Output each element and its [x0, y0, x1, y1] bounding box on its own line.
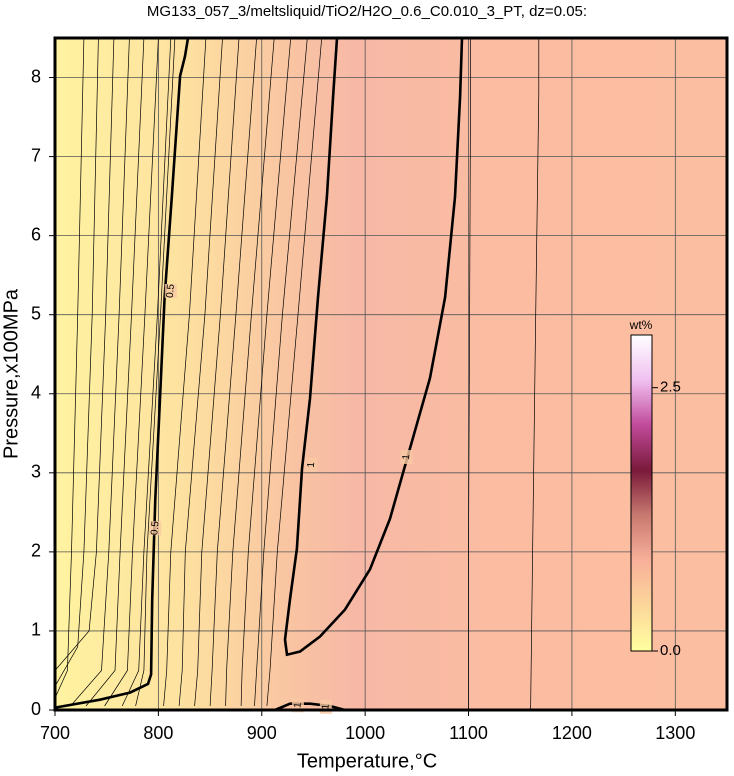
contour-label-bg — [164, 283, 177, 298]
contour-major — [274, 702, 346, 712]
contour-minor — [209, 37, 257, 707]
plot-frame — [53, 36, 729, 712]
contour-label: 1 — [401, 453, 412, 460]
contour-minor — [54, 37, 85, 699]
chart-title: MG133_057_3/meltsliquid/TiO2/H2O_0.6_C0.… — [147, 3, 587, 20]
colorbar — [630, 334, 653, 652]
contour-minor — [194, 37, 240, 707]
contour-label-bg — [149, 521, 162, 536]
y-tick-label: 1 — [31, 620, 41, 640]
contour-minor — [530, 38, 540, 711]
contour-minor — [254, 37, 308, 707]
contour-minor — [70, 37, 130, 707]
x-tick-label: 800 — [143, 723, 173, 743]
colorbar-tick-label: 0.0 — [660, 642, 681, 659]
contour-major — [283, 37, 464, 657]
y-tick-label: 6 — [31, 224, 41, 244]
x-tick-label: 1200 — [552, 723, 592, 743]
contour-minor — [468, 38, 471, 710]
contour-label: 0.5 — [165, 283, 177, 298]
x-axis-label: Temperature,°C — [297, 750, 437, 772]
contour-label: 1 — [320, 703, 331, 710]
y-tick-label: 2 — [31, 541, 41, 561]
contour-label: 1 — [292, 702, 303, 709]
contour-label: 0.5 — [149, 520, 161, 535]
contour-minor — [225, 37, 275, 707]
contour-label-bg — [305, 457, 318, 472]
colorbar-tick-label: 2.5 — [660, 379, 681, 396]
x-tick-label: 900 — [247, 723, 277, 743]
y-tick-label: 8 — [31, 66, 41, 86]
x-tick-label: 1300 — [655, 723, 695, 743]
contour-minor — [85, 37, 145, 707]
contour-label-bg — [400, 450, 413, 465]
y-tick-label: 4 — [31, 383, 41, 403]
colorbar-label: wt% — [629, 318, 653, 332]
contour-minor — [240, 37, 292, 707]
plot-background — [55, 38, 727, 710]
x-tick-label: 700 — [40, 723, 70, 743]
y-tick-label: 5 — [31, 303, 41, 323]
contour-minor — [266, 37, 323, 707]
contour-minor — [104, 37, 159, 707]
contour-label: 1 — [306, 461, 317, 468]
contour-minor — [54, 37, 99, 687]
x-tick-label: 1000 — [345, 723, 385, 743]
contour-major — [54, 37, 190, 709]
y-tick-label: 3 — [31, 462, 41, 482]
y-tick-label: 0 — [31, 699, 41, 719]
contour-minor — [178, 37, 223, 707]
y-tick-label: 7 — [31, 145, 41, 165]
contour-minor — [121, 37, 172, 707]
contour-minor — [163, 37, 207, 707]
contour-minor — [54, 37, 115, 671]
x-tick-label: 1100 — [449, 723, 488, 743]
contour-minor — [135, 37, 176, 707]
y-axis-label: Pressure,x100MPa — [0, 288, 22, 459]
